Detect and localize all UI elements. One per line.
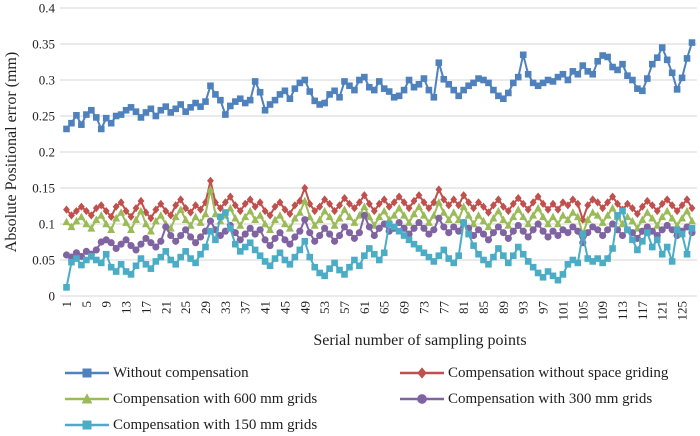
- chart-legend: Without compensation Compensation withou…: [64, 362, 700, 436]
- x-tick-label: 121: [655, 301, 670, 321]
- series-0: [63, 39, 696, 133]
- series-line: [66, 214, 693, 259]
- legend-swatch-red-diamond-icon: [400, 367, 444, 379]
- x-axis-title: Serial number of sampling points: [313, 332, 526, 349]
- legend-swatch-blue-square-icon: [65, 368, 109, 378]
- x-tick-label: 77: [436, 301, 451, 315]
- y-tick-label: 0.35: [32, 37, 55, 52]
- x-tick-label: 117: [635, 301, 650, 321]
- legend-label: Compensation without space griding: [448, 364, 669, 381]
- y-tick-label: 0.4: [39, 1, 56, 16]
- legend-label: Compensation with 600 mm grids: [113, 390, 318, 407]
- legend-item-compensation-150mm-grids: Compensation with 150 mm grids: [64, 414, 399, 436]
- y-tick-label: 0.05: [32, 253, 55, 268]
- legend-label: Compensation with 150 mm grids: [113, 416, 318, 433]
- legend-swatch-cyan-square-icon: [65, 420, 109, 430]
- series-1: [63, 176, 696, 224]
- y-tick-label: 0.2: [39, 145, 55, 160]
- x-tick-label: 65: [377, 301, 392, 314]
- x-tick-label: 33: [218, 301, 233, 314]
- x-tick-label: 85: [476, 301, 491, 314]
- legend-item-compensation-300mm-grids: Compensation with 300 mm grids: [399, 388, 700, 410]
- x-tick-label: 97: [536, 301, 551, 315]
- y-tick-label: 0: [49, 289, 56, 304]
- x-tick-label: 45: [277, 301, 292, 314]
- x-tick-label: 41: [258, 301, 273, 314]
- x-tick-label: 37: [238, 301, 253, 315]
- x-tick-label: 81: [456, 301, 471, 314]
- series-line: [65, 210, 693, 288]
- legend-swatch-purple-circle-icon: [400, 394, 444, 404]
- x-tick-label: 61: [357, 301, 372, 314]
- x-tick-label: 89: [496, 301, 511, 314]
- y-axis-title: Absolute Positional error (mm): [3, 52, 20, 252]
- data-series: [62, 39, 696, 291]
- x-tick-label: 29: [198, 301, 213, 314]
- legend-item-compensation-without-space-griding: Compensation without space griding: [399, 362, 700, 384]
- y-tick-label: 0.25: [32, 109, 55, 124]
- x-tick-label: 105: [575, 301, 590, 321]
- x-tick-label: 17: [138, 301, 153, 315]
- x-tick-label: 101: [555, 301, 570, 321]
- legend-item-compensation-600mm-grids: Compensation with 600 mm grids: [64, 388, 399, 410]
- x-tick-label: 69: [397, 301, 412, 314]
- y-tick-label: 0.15: [32, 181, 55, 196]
- x-tick-label: 13: [119, 301, 134, 314]
- x-tick-label: 53: [317, 301, 332, 314]
- x-tick-label: 57: [337, 301, 352, 315]
- y-tick-label: 0.3: [39, 73, 55, 88]
- x-tick-label: 113: [615, 301, 630, 320]
- x-tick-label: 125: [675, 301, 690, 321]
- x-tick-label: 9: [99, 301, 114, 308]
- x-tick-label: 93: [516, 301, 531, 314]
- gridlines: [60, 7, 697, 297]
- x-tick-label: 21: [158, 301, 173, 314]
- x-tick-label: 49: [297, 301, 312, 314]
- legend-swatch-green-triangle-icon: [65, 393, 109, 404]
- chart-plot-area: Absolute Positional error (mm) Serial nu…: [3, 1, 697, 349]
- x-tick-label: 1: [59, 301, 74, 308]
- x-tick-label: 5: [79, 301, 94, 308]
- legend-item-without-compensation: Without compensation: [64, 362, 399, 384]
- y-tick-label: 0.1: [39, 217, 55, 232]
- x-tick-label: 109: [595, 301, 610, 321]
- series-4: [63, 207, 696, 291]
- legend-label: Compensation with 300 mm grids: [448, 390, 653, 407]
- y-axis-tick-labels: 0 0.05 0.1 0.15 0.2 0.25 0.3 0.35 0.4: [32, 1, 55, 304]
- legend-label: Without compensation: [113, 364, 249, 381]
- x-tick-label: 25: [178, 301, 193, 314]
- x-tick-label: 73: [416, 301, 431, 314]
- x-axis-tick-labels: 1 5 9 13 17 21 25 29 33 37 41 45 49 53 57 61 65 69 73 77 81 8…: [59, 301, 690, 321]
